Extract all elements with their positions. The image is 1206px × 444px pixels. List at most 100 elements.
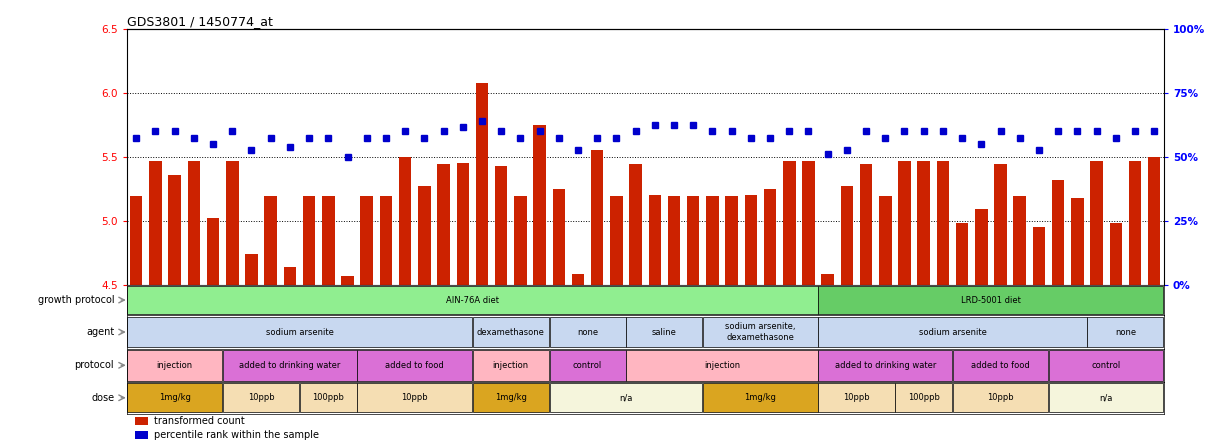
Text: 10ppb: 10ppb (988, 393, 1014, 402)
Text: saline: saline (652, 328, 677, 337)
Bar (322, 196, 334, 285)
Bar (1110, 223, 1122, 285)
Text: transformed count: transformed count (153, 416, 245, 426)
Bar (127, 317, 472, 347)
Bar (150, 161, 162, 285)
Text: LRD-5001 diet: LRD-5001 diet (961, 296, 1020, 305)
Bar (127, 286, 818, 314)
Bar (707, 196, 719, 285)
Bar (703, 383, 818, 412)
Text: sodium arsenite: sodium arsenite (919, 328, 987, 337)
Bar (473, 350, 549, 381)
Bar (918, 161, 930, 285)
Bar (668, 196, 680, 285)
Text: 1mg/kg: 1mg/kg (159, 393, 191, 402)
Bar (687, 196, 699, 285)
Bar (1049, 383, 1164, 412)
Bar (879, 196, 891, 285)
Bar (703, 317, 818, 347)
Bar (438, 164, 450, 285)
Text: growth protocol: growth protocol (37, 295, 115, 305)
Text: added to food: added to food (386, 361, 444, 370)
Bar (895, 383, 952, 412)
Text: dose: dose (92, 393, 115, 403)
Bar (953, 383, 1048, 412)
Bar (819, 286, 1164, 314)
Bar (1088, 317, 1164, 347)
Text: n/a: n/a (620, 393, 633, 402)
Bar (457, 163, 469, 285)
Text: AIN-76A diet: AIN-76A diet (446, 296, 499, 305)
Bar (550, 350, 626, 381)
Bar (399, 157, 411, 285)
Bar (1049, 350, 1164, 381)
Bar (341, 276, 353, 285)
Bar (725, 196, 738, 285)
Bar (552, 189, 566, 285)
Bar (550, 317, 626, 347)
Bar (135, 417, 148, 425)
Bar (898, 161, 911, 285)
Bar (744, 195, 757, 285)
Bar (1052, 180, 1065, 285)
Bar (264, 196, 277, 285)
Text: 10ppb: 10ppb (402, 393, 428, 402)
Bar (475, 83, 488, 285)
Bar (802, 161, 815, 285)
Bar (763, 189, 777, 285)
Bar (976, 209, 988, 285)
Bar (169, 174, 181, 285)
Bar (821, 274, 833, 285)
Bar (245, 254, 258, 285)
Bar (1148, 157, 1160, 285)
Text: 100ppb: 100ppb (312, 393, 344, 402)
Bar (135, 431, 148, 439)
Text: added to food: added to food (971, 361, 1030, 370)
Text: percentile rank within the sample: percentile rank within the sample (153, 430, 318, 440)
Bar (1071, 198, 1084, 285)
Bar (223, 350, 357, 381)
Text: sodium arsenite,
dexamethasone: sodium arsenite, dexamethasone (725, 322, 796, 342)
Bar (206, 218, 219, 285)
Bar (630, 164, 642, 285)
Bar (819, 317, 1087, 347)
Text: control: control (1091, 361, 1120, 370)
Text: 1mg/kg: 1mg/kg (494, 393, 527, 402)
Bar (127, 383, 222, 412)
Bar (223, 383, 299, 412)
Bar (1013, 196, 1026, 285)
Bar (819, 383, 895, 412)
Bar (610, 196, 622, 285)
Text: sodium arsenite: sodium arsenite (265, 328, 333, 337)
Bar (127, 350, 222, 381)
Bar (188, 161, 200, 285)
Bar (494, 166, 508, 285)
Bar (226, 161, 239, 285)
Text: agent: agent (86, 327, 115, 337)
Bar (418, 186, 431, 285)
Bar (819, 350, 952, 381)
Text: injection: injection (157, 361, 193, 370)
Bar (860, 164, 872, 285)
Bar (1090, 161, 1102, 285)
Bar (572, 274, 584, 285)
Text: none: none (1114, 328, 1136, 337)
Text: GDS3801 / 1450774_at: GDS3801 / 1450774_at (127, 15, 273, 28)
Bar (303, 196, 315, 285)
Text: 10ppb: 10ppb (843, 393, 870, 402)
Text: control: control (573, 361, 602, 370)
Bar (649, 195, 661, 285)
Text: 1mg/kg: 1mg/kg (744, 393, 777, 402)
Text: injection: injection (704, 361, 740, 370)
Bar (626, 350, 818, 381)
Bar (841, 186, 853, 285)
Bar (550, 383, 702, 412)
Text: 100ppb: 100ppb (908, 393, 939, 402)
Text: protocol: protocol (75, 360, 115, 370)
Bar (626, 317, 702, 347)
Bar (1032, 227, 1046, 285)
Bar (357, 383, 472, 412)
Text: n/a: n/a (1100, 393, 1113, 402)
Bar (361, 196, 373, 285)
Text: injection: injection (493, 361, 528, 370)
